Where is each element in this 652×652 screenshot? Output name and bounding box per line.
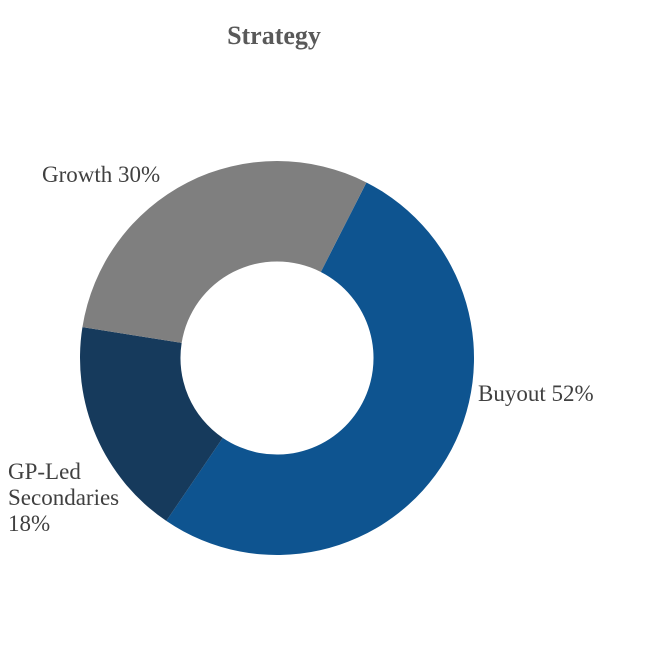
data-label-gp-led-secondaries: GP-Led Secondaries 18% <box>8 459 120 536</box>
data-label-buyout: Buyout 52% <box>478 381 594 406</box>
chart-title: Strategy <box>227 21 321 50</box>
donut-slice-growth <box>82 160 367 343</box>
donut-slice-buyout <box>166 182 475 556</box>
data-label-growth: Growth 30% <box>42 162 161 187</box>
donut-slice-gp-led-secondaries <box>80 327 223 521</box>
